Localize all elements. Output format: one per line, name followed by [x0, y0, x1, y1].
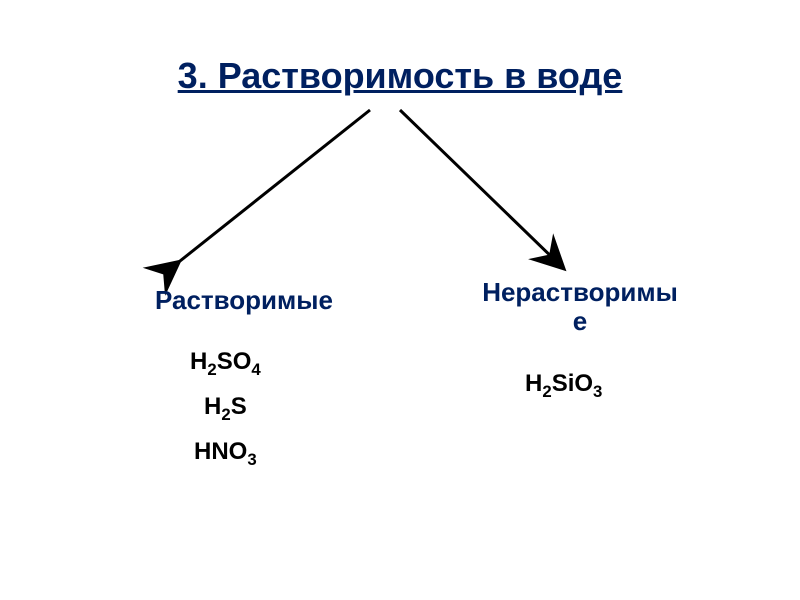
- formula-h2s: H2S: [190, 385, 261, 430]
- arrow-left: [175, 110, 370, 265]
- formula-hno3: HNO3: [190, 430, 261, 475]
- category-insoluble-label: Нерастворимы е: [475, 278, 685, 335]
- category-insoluble-line1: Нерастворимы: [482, 277, 678, 307]
- formula-h2sio3: H2SiO3: [525, 370, 602, 402]
- formula-h2so4: H2SO4: [190, 340, 261, 385]
- arrows-diagram: [0, 100, 800, 300]
- page-title: 3. Растворимость в воде: [178, 55, 623, 97]
- formulas-soluble: H2SO4 H2S HNO3: [190, 340, 261, 475]
- formulas-insoluble: H2SiO3: [525, 370, 602, 402]
- category-soluble-label: Растворимые: [155, 285, 333, 316]
- arrow-right: [400, 110, 560, 265]
- category-insoluble-line2: е: [573, 306, 587, 336]
